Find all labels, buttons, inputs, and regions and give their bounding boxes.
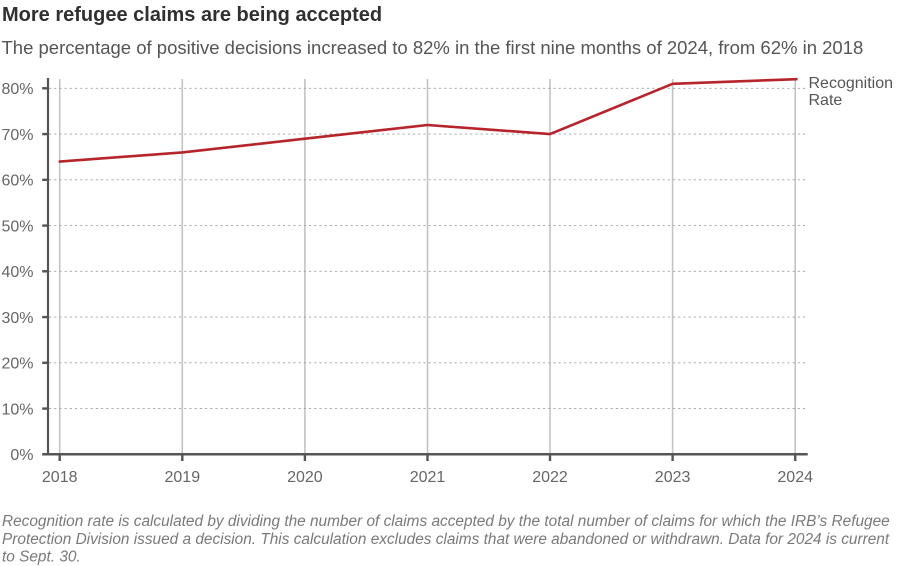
svg-text:60%: 60% bbox=[1, 173, 33, 190]
svg-text:The percentage of positive dec: The percentage of positive decisions inc… bbox=[2, 37, 864, 58]
svg-text:Rate: Rate bbox=[809, 92, 843, 109]
svg-text:0%: 0% bbox=[10, 447, 33, 464]
svg-text:30%: 30% bbox=[1, 310, 33, 327]
svg-text:2020: 2020 bbox=[287, 469, 323, 486]
svg-text:Recognition rate is calculated: Recognition rate is calculated by dividi… bbox=[2, 513, 890, 530]
svg-text:Protection Division issued a d: Protection Division issued a decision. T… bbox=[2, 531, 890, 548]
svg-text:40%: 40% bbox=[1, 264, 33, 281]
svg-text:80%: 80% bbox=[1, 81, 33, 98]
svg-text:to Sept. 30.: to Sept. 30. bbox=[2, 549, 81, 566]
svg-text:More refugee claims are being: More refugee claims are being accepted bbox=[2, 4, 382, 26]
svg-text:2021: 2021 bbox=[410, 469, 446, 486]
svg-text:Recognition: Recognition bbox=[809, 75, 894, 92]
svg-text:2022: 2022 bbox=[532, 469, 568, 486]
svg-text:10%: 10% bbox=[1, 401, 33, 418]
svg-text:2024: 2024 bbox=[777, 469, 813, 486]
svg-text:2023: 2023 bbox=[655, 469, 691, 486]
svg-text:50%: 50% bbox=[1, 218, 33, 235]
svg-text:20%: 20% bbox=[1, 356, 33, 373]
svg-text:70%: 70% bbox=[1, 127, 33, 144]
svg-text:2019: 2019 bbox=[165, 469, 201, 486]
svg-text:2018: 2018 bbox=[42, 469, 78, 486]
